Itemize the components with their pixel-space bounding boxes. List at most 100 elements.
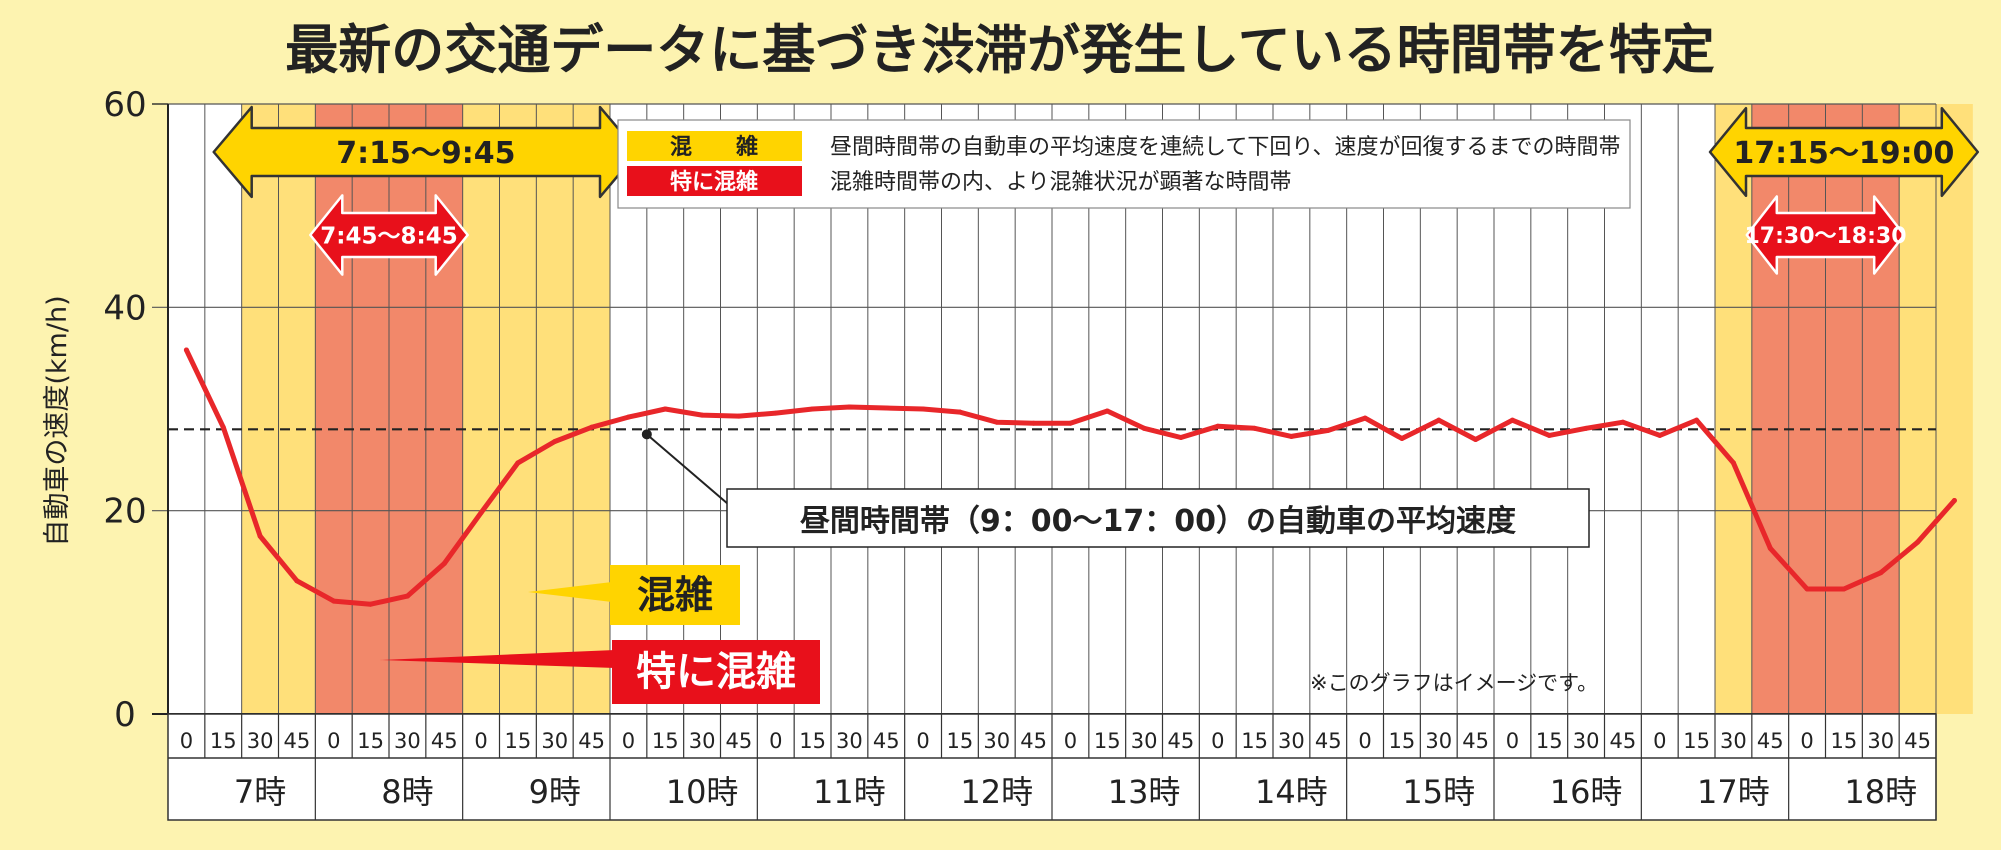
heavy-congestion-range-arrow: [309, 194, 469, 276]
x-minute-label: 15: [1389, 729, 1416, 753]
speed-point: [1436, 417, 1442, 423]
x-minute-label: 15: [1241, 729, 1268, 753]
x-minute-label: 15: [1536, 729, 1563, 753]
speed-point: [1031, 420, 1037, 426]
speed-point: [1178, 434, 1184, 440]
x-minute-label: 45: [431, 729, 458, 753]
x-minute-label: 30: [983, 729, 1010, 753]
legend-swatch: [627, 131, 802, 161]
legend-key: 特に混雑: [670, 169, 758, 195]
x-minute-label: 0: [1506, 729, 1519, 753]
x-hour-label: 15時: [1402, 773, 1475, 811]
speed-point: [736, 413, 742, 419]
x-minute-label: 30: [541, 729, 568, 753]
congestion-range-arrow-label: 7:15〜9:45: [336, 136, 515, 171]
y-axis-label: 自動車の速度(km/h): [42, 295, 73, 546]
speed-point: [1473, 437, 1479, 442]
x-hour-label: 17時: [1697, 773, 1770, 811]
speed-point: [994, 419, 1000, 425]
x-minute-label: 30: [689, 729, 716, 753]
speed-point: [1104, 408, 1110, 414]
reference-pointer-line: [646, 433, 736, 511]
y-tick-label: 0: [114, 695, 136, 735]
speed-point: [1288, 433, 1294, 439]
speed-point: [1841, 586, 1847, 592]
speed-point: [1325, 427, 1331, 433]
reference-label-box: [726, 488, 1590, 548]
speed-point: [368, 601, 374, 607]
congestion-range-arrow: [1708, 106, 1980, 198]
speed-point: [1252, 425, 1258, 431]
legend-text: 混雑時間帯の内、より混雑状況が顕著な時間帯: [830, 170, 1292, 195]
x-minute-label: 0: [1653, 729, 1666, 753]
x-minute-label: 0: [1211, 729, 1224, 753]
x-hour-label: 13時: [1108, 773, 1181, 811]
x-minute-label: 30: [1867, 729, 1894, 753]
speed-point: [883, 405, 889, 411]
x-minute-label: 30: [1720, 729, 1747, 753]
x-minute-label: 0: [1064, 729, 1077, 753]
x-minute-label: 30: [247, 729, 274, 753]
x-minute-label: 30: [1425, 729, 1452, 753]
x-hour-label: 18時: [1844, 773, 1917, 811]
speed-point: [589, 424, 595, 430]
x-minute-label: 30: [1278, 729, 1305, 753]
x-minute-label: 45: [1757, 729, 1784, 753]
speed-point: [257, 533, 263, 539]
x-hour-label: 11時: [813, 773, 886, 811]
speed-point: [1509, 417, 1515, 423]
x-minute-label: 0: [474, 729, 487, 753]
x-minute-label: 15: [505, 729, 532, 753]
x-hour-label: 9時: [529, 773, 581, 811]
x-minute-label: 45: [1315, 729, 1342, 753]
x-minute-label: 30: [836, 729, 863, 753]
x-minute-label: 30: [394, 729, 421, 753]
speed-point: [1878, 570, 1884, 576]
x-hour-label: 10時: [666, 773, 739, 811]
speed-point: [625, 414, 631, 420]
x-minute-label: 0: [1358, 729, 1371, 753]
x-minute-label: 15: [799, 729, 826, 753]
x-minute-label: 0: [769, 729, 782, 753]
heavy-congestion-callout-box: [612, 640, 820, 704]
speed-point: [773, 410, 779, 416]
heavy-congestion-range-arrow-label: 7:45〜8:45: [320, 223, 457, 249]
speed-point: [699, 412, 705, 418]
speed-point: [331, 598, 337, 604]
heavy-congestion-range-arrow-label: 17:30〜18:30: [1744, 224, 1906, 249]
heavy-congestion-range-arrow: [1745, 195, 1906, 275]
x-minute-label: 15: [652, 729, 679, 753]
speed-point: [1730, 460, 1736, 466]
heavy-congestion-callout-label: 特に混雑: [636, 649, 796, 695]
x-minute-label: 0: [916, 729, 929, 753]
x-minute-label: 45: [1904, 729, 1931, 753]
x-minute-label: 0: [622, 729, 635, 753]
speed-point: [1141, 425, 1147, 431]
speed-point: [1215, 423, 1221, 429]
legend-swatch: [627, 166, 802, 196]
y-tick-label: 20: [103, 492, 146, 532]
congestion-callout-label: 混雑: [637, 573, 713, 617]
speed-point: [515, 460, 521, 466]
speed-point: [1583, 425, 1589, 431]
y-tick-label: 60: [103, 85, 146, 125]
y-tick-label: 40: [103, 288, 146, 328]
speed-point: [441, 561, 447, 567]
speed-point: [220, 424, 226, 430]
x-minute-label: 0: [1800, 729, 1813, 753]
congestion-range-arrow-label: 17:15〜19:00: [1733, 136, 1954, 171]
x-minute-label: 0: [327, 729, 340, 753]
x-minute-label: 15: [1094, 729, 1121, 753]
x-hour-label: 16時: [1550, 773, 1623, 811]
x-hour-label: 7時: [234, 773, 286, 811]
speed-point: [1767, 545, 1773, 551]
speed-point: [1915, 539, 1921, 545]
congestion-callout-box: [610, 565, 740, 625]
speed-point: [1657, 432, 1663, 438]
congestion-callout-pointer: [528, 582, 612, 602]
x-minute-label: 30: [1131, 729, 1158, 753]
speed-point: [1804, 586, 1810, 592]
speed-point: [920, 406, 926, 412]
x-minute-label: 45: [726, 729, 753, 753]
